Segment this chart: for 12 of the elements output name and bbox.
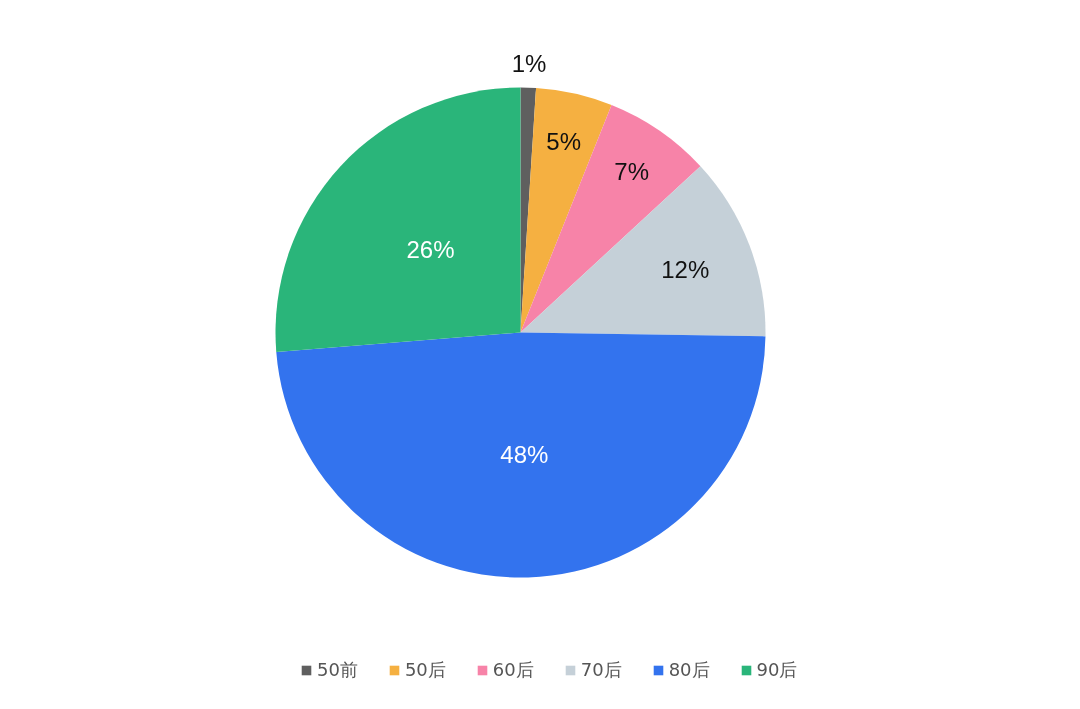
data-label: 1%: [511, 49, 547, 77]
data-label: 5%: [546, 127, 582, 155]
data-label: 7%: [614, 157, 649, 185]
legend-label: 90后: [756, 658, 798, 682]
legend-label: 70后: [580, 658, 622, 682]
legend-label: 50前: [317, 658, 358, 682]
data-label: 12%: [661, 256, 710, 284]
legend-label: 80后: [668, 658, 710, 682]
data-label: 48%: [500, 441, 549, 469]
legend-label: 50后: [404, 658, 446, 682]
legend-label: 60后: [492, 658, 534, 682]
data-label: 26%: [406, 235, 455, 263]
